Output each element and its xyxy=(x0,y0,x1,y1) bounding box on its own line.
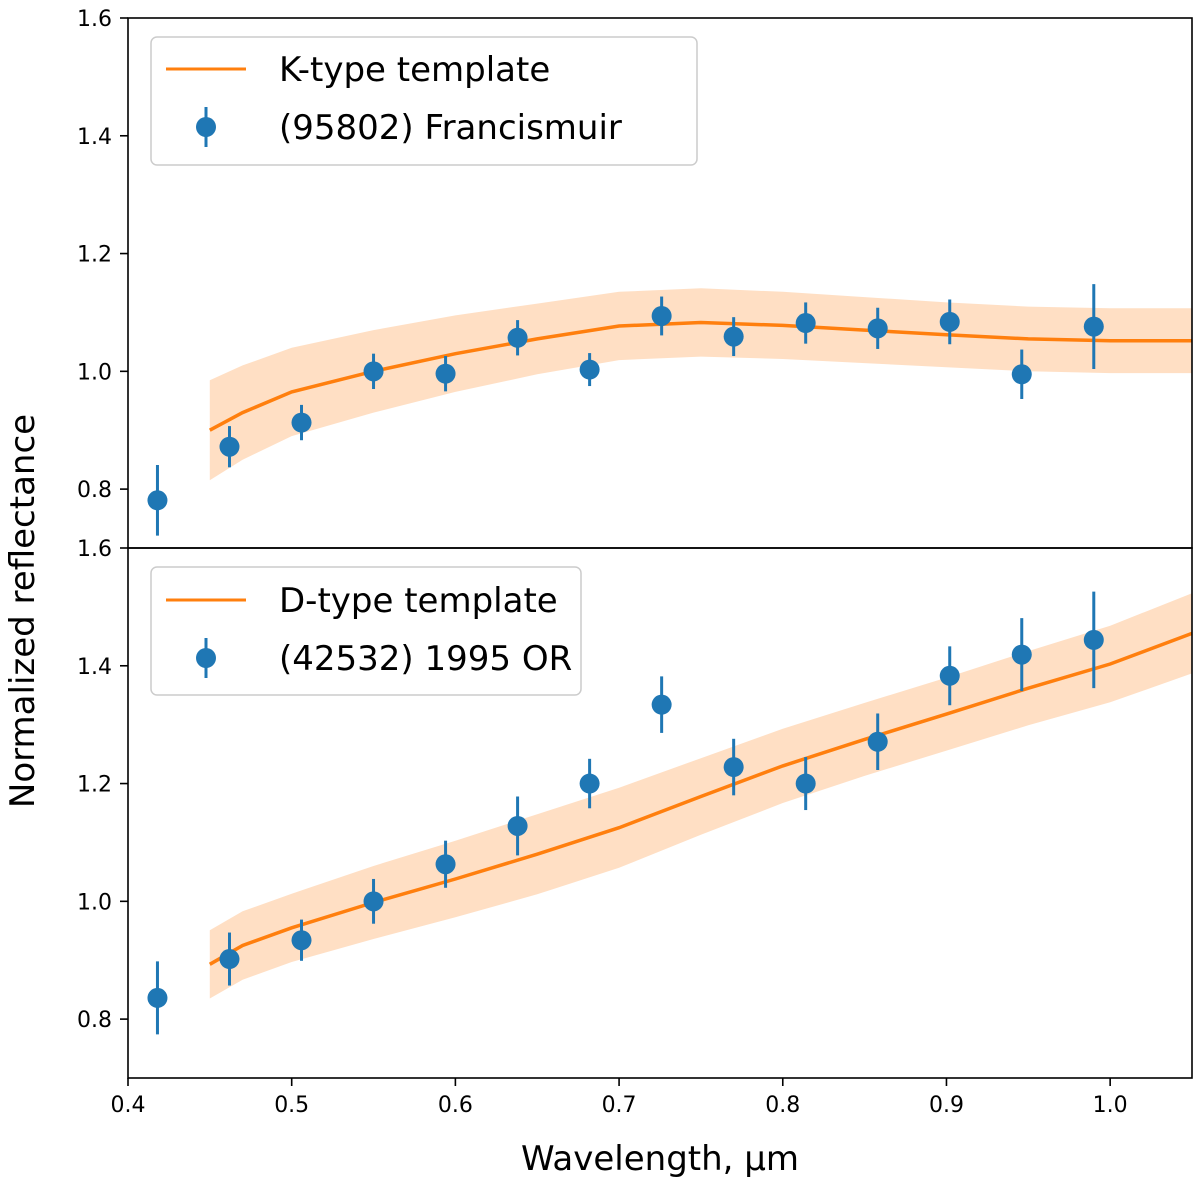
data-point xyxy=(219,932,240,986)
x-tick-label: 0.5 xyxy=(274,1093,309,1118)
data-point xyxy=(579,353,600,387)
data-point xyxy=(939,299,960,345)
data-marker xyxy=(579,773,600,794)
legend-top: K-type template (95802) Francismuir xyxy=(150,36,698,166)
panel-frame-bottom xyxy=(127,547,1193,1079)
x-tick-label: 1.0 xyxy=(1093,1093,1128,1118)
template-line-bottom xyxy=(208,631,1193,966)
data-marker xyxy=(795,313,816,334)
data-point xyxy=(363,878,384,924)
x-axis-title: Wavelength, μm xyxy=(521,1139,799,1179)
data-points-top xyxy=(147,284,1104,536)
data-point xyxy=(651,676,672,733)
data-point xyxy=(1011,618,1032,692)
data-marker xyxy=(219,436,240,457)
data-point xyxy=(507,320,528,356)
data-point xyxy=(867,713,888,771)
y-ticks-top: 0.8 1.0 1.2 1.4 1.6 xyxy=(77,7,128,503)
legend-data-label-bottom: (42532) 1995 OR xyxy=(279,639,572,679)
y-tick-label: 1.4 xyxy=(77,125,112,150)
data-marker xyxy=(723,757,744,778)
y-axis-title: Normalized reflectance xyxy=(3,414,43,808)
y-tick-label: 1.6 xyxy=(77,7,112,32)
data-point xyxy=(147,464,168,536)
x-ticks: 0.4 0.5 0.6 0.7 0.8 0.9 1.0 xyxy=(111,1078,1128,1118)
data-marker xyxy=(939,665,960,686)
legend-box-top xyxy=(150,36,698,166)
data-point xyxy=(867,307,888,349)
x-tick-label: 0.6 xyxy=(438,1093,473,1118)
data-marker xyxy=(867,731,888,752)
data-point xyxy=(723,317,744,357)
data-point xyxy=(795,757,816,811)
data-marker xyxy=(795,773,816,794)
x-tick-label: 0.9 xyxy=(929,1093,964,1118)
data-point xyxy=(651,296,672,336)
template-line xyxy=(208,631,1193,966)
data-point xyxy=(291,404,312,441)
x-tick-label: 0.4 xyxy=(111,1093,146,1118)
data-marker xyxy=(147,987,168,1008)
data-marker xyxy=(291,930,312,951)
data-marker xyxy=(291,412,312,433)
panel-bottom: 0.8 1.0 1.2 1.4 1.6 D-type template (42532) … xyxy=(77,537,1193,1079)
legend-template-label-bottom: D-type template xyxy=(279,581,558,621)
data-marker xyxy=(1011,644,1032,665)
legend-template-label-top: K-type template xyxy=(279,50,550,90)
data-point xyxy=(939,646,960,706)
legend-box-bottom xyxy=(150,566,582,696)
data-marker xyxy=(1011,364,1032,385)
data-point xyxy=(579,758,600,809)
data-point xyxy=(795,302,816,344)
y-tick-label: 1.2 xyxy=(77,243,112,268)
data-point xyxy=(507,796,528,856)
data-points-bottom xyxy=(147,591,1104,1035)
data-marker xyxy=(867,318,888,339)
data-marker xyxy=(363,891,384,912)
panel-top: 0.8 1.0 1.2 1.4 1.6 K-type template (95802) … xyxy=(77,7,1193,549)
y-tick-label: 1.0 xyxy=(77,890,112,915)
data-point xyxy=(723,738,744,796)
y-tick-label: 1.6 xyxy=(77,537,112,562)
data-marker xyxy=(363,361,384,382)
data-point xyxy=(147,961,168,1035)
legend-data-label-top: (95802) Francismuir xyxy=(279,108,622,148)
y-tick-label: 1.4 xyxy=(77,655,112,680)
data-point xyxy=(1083,591,1104,689)
y-ticks-bottom: 0.8 1.0 1.2 1.4 1.6 xyxy=(77,537,128,1033)
data-marker xyxy=(579,359,600,380)
legend-bottom: D-type template (42532) 1995 OR xyxy=(150,566,582,696)
template-band-top xyxy=(209,288,1193,481)
data-marker xyxy=(219,949,240,970)
data-point xyxy=(219,426,240,468)
data-marker xyxy=(147,490,168,511)
data-marker xyxy=(651,694,672,715)
data-marker xyxy=(507,815,528,836)
data-marker xyxy=(651,305,672,326)
y-tick-label: 0.8 xyxy=(77,478,112,503)
data-point xyxy=(1083,284,1104,369)
data-marker xyxy=(507,327,528,348)
template-band-area xyxy=(209,288,1193,481)
y-tick-label: 1.0 xyxy=(77,360,112,385)
data-marker xyxy=(1083,316,1104,337)
data-marker xyxy=(1083,629,1104,650)
legend-marker-bottom xyxy=(196,648,216,668)
legend-marker-top xyxy=(196,117,216,137)
data-point xyxy=(363,353,384,389)
y-tick-label: 0.8 xyxy=(77,1008,112,1033)
data-point xyxy=(291,919,312,961)
data-point xyxy=(435,356,456,392)
data-point xyxy=(435,840,456,888)
y-tick-label: 1.2 xyxy=(77,773,112,798)
data-marker xyxy=(435,854,456,875)
data-marker xyxy=(723,326,744,347)
x-tick-label: 0.8 xyxy=(765,1093,800,1118)
data-point xyxy=(1011,349,1032,400)
data-marker xyxy=(939,311,960,332)
x-tick-label: 0.7 xyxy=(602,1093,637,1118)
data-marker xyxy=(435,363,456,384)
